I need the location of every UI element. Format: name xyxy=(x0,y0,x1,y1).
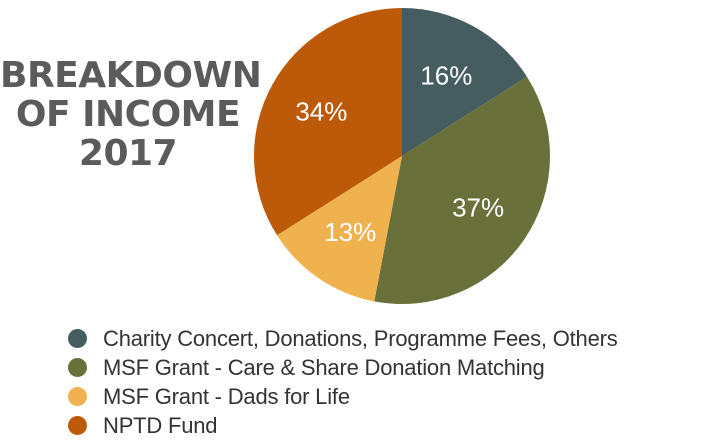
pie-slice xyxy=(253,8,402,236)
legend-label: MSF Grant - Dads for Life xyxy=(103,383,350,409)
chart-title-line-2: OF INCOME xyxy=(15,94,241,135)
pie-slice xyxy=(402,8,527,156)
legend-swatch xyxy=(68,387,87,406)
legend-item: Charity Concert, Donations, Programme Fe… xyxy=(68,324,618,353)
pie-slice xyxy=(374,76,550,304)
legend-swatch xyxy=(68,329,87,348)
legend-label: NPTD Fund xyxy=(103,412,218,438)
legend-item: MSF Grant - Dads for Life xyxy=(68,382,618,411)
pie-slice-label: 13% xyxy=(324,217,376,247)
legend-item: NPTD Fund xyxy=(68,411,618,440)
pie-slice-label: 16% xyxy=(420,60,472,90)
legend-swatch xyxy=(68,416,87,435)
pie-slice xyxy=(277,156,402,302)
legend-label: MSF Grant - Care & Share Donation Matchi… xyxy=(103,354,545,380)
chart-title-line-1: BREAKDOWN xyxy=(0,55,262,96)
chart-title-line-3: 2017 xyxy=(78,133,178,174)
legend-item: MSF Grant - Care & Share Donation Matchi… xyxy=(68,353,618,382)
legend-label: Charity Concert, Donations, Programme Fe… xyxy=(103,325,618,351)
chart-legend: Charity Concert, Donations, Programme Fe… xyxy=(68,324,618,440)
pie-slice-label: 37% xyxy=(452,193,504,223)
chart-title: BREAKDOWN OF INCOME 2017 xyxy=(0,55,262,174)
pie-slice-label: 34% xyxy=(295,97,347,127)
legend-swatch xyxy=(68,358,87,377)
